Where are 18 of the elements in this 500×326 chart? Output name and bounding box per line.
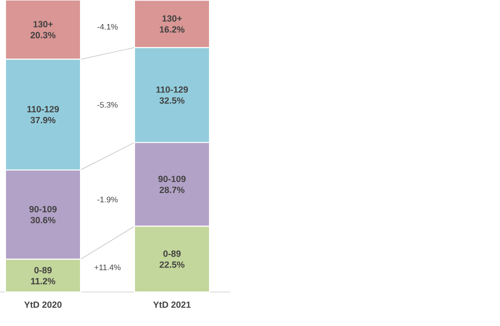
series-label: 90-109 bbox=[158, 176, 186, 182]
text: 110-129 bbox=[27, 106, 59, 112]
data-label: 32.5% bbox=[159, 97, 184, 104]
x-tick-label: YtD 2020 bbox=[24, 302, 62, 308]
text: 90-109 bbox=[29, 206, 57, 212]
series-label: 110-129 bbox=[156, 86, 188, 93]
series-label: 130+ bbox=[162, 15, 182, 22]
data-label: 22.5% bbox=[160, 261, 184, 268]
text: 130+ bbox=[33, 20, 53, 28]
text: 0-89 bbox=[163, 250, 181, 257]
x-tick-label: YtD 2021 bbox=[153, 302, 191, 308]
data-label: 37.9% bbox=[30, 116, 56, 124]
data-label: 16.2% bbox=[160, 26, 184, 33]
data-label: 28.7% bbox=[160, 186, 184, 194]
data-label: 20.3% bbox=[30, 32, 56, 38]
data-label: 30.6% bbox=[30, 216, 56, 224]
series-label: 0-89 bbox=[34, 266, 52, 274]
data-label: 11.2% bbox=[31, 278, 56, 284]
